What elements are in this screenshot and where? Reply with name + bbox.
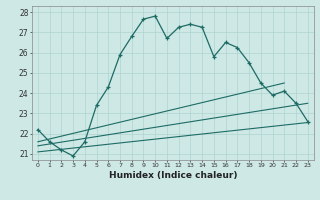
- X-axis label: Humidex (Indice chaleur): Humidex (Indice chaleur): [108, 171, 237, 180]
